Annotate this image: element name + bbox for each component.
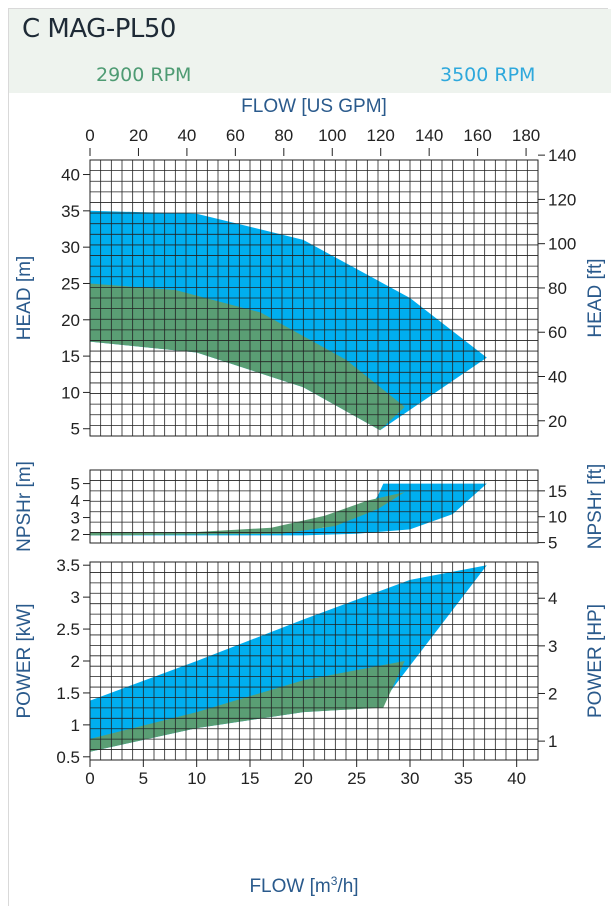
left-tick-label: 35 bbox=[61, 202, 80, 221]
y2-axis-label: POWER [HP] bbox=[585, 604, 606, 718]
top-tick-label: 180 bbox=[512, 126, 540, 145]
bottom-tick-label: 35 bbox=[454, 769, 473, 788]
bottom-tick-label: 25 bbox=[347, 769, 366, 788]
bottom-tick-label: 5 bbox=[139, 769, 148, 788]
left-tick-label: 30 bbox=[61, 238, 80, 257]
x-axis-label: FLOW [m3/h] bbox=[249, 874, 358, 897]
left-tick-label: 3.5 bbox=[56, 556, 80, 575]
header-band bbox=[9, 9, 611, 93]
top-tick-label: 0 bbox=[85, 126, 94, 145]
right-tick-label: 2 bbox=[548, 684, 557, 703]
bottom-tick-label: 20 bbox=[294, 769, 313, 788]
bottom-tick-label: 30 bbox=[401, 769, 420, 788]
left-tick-label: 5 bbox=[71, 475, 80, 494]
top-tick-label: 60 bbox=[226, 126, 245, 145]
panel-border bbox=[89, 469, 539, 544]
panel-power: 0.5 1 1.5 2 2.5 3 3.5 1 2 3 4 POWER [kW] POWER [HP] 0… bbox=[14, 556, 606, 897]
left-tick-label: 15 bbox=[61, 347, 80, 366]
speed-label-high: 3500 RPM bbox=[440, 64, 536, 86]
y-axis-label: HEAD [m] bbox=[14, 256, 35, 340]
y2-axis-label: NPSHr [ft] bbox=[585, 464, 606, 550]
area-npshr-low-speed bbox=[90, 492, 405, 536]
left-tick-label: 0.5 bbox=[56, 748, 80, 767]
left-tick-label: 40 bbox=[61, 166, 80, 185]
area-head-high-speed bbox=[90, 210, 487, 431]
left-tick-label: 4 bbox=[71, 492, 80, 511]
right-tick-label: 40 bbox=[548, 368, 567, 387]
left-tick-label: 1.5 bbox=[56, 684, 80, 703]
bottom-tick-label: 40 bbox=[507, 769, 526, 788]
left-tick-label: 20 bbox=[61, 311, 80, 330]
right-tick-label: 3 bbox=[548, 637, 557, 656]
left-tick-label: 2.5 bbox=[56, 620, 80, 639]
top-tick-label: 20 bbox=[129, 126, 148, 145]
right-tick-label: 4 bbox=[548, 589, 557, 608]
left-tick-label: 3 bbox=[71, 509, 80, 528]
y-axis-label: POWER [kW] bbox=[14, 603, 35, 718]
top-tick-label: 160 bbox=[463, 126, 491, 145]
right-tick-label: 60 bbox=[548, 323, 567, 342]
right-tick-label: 120 bbox=[548, 190, 576, 209]
speed-label-low: 2900 RPM bbox=[96, 64, 192, 86]
page-frame bbox=[8, 8, 608, 906]
right-tick-label: 20 bbox=[548, 412, 567, 431]
panel-head: 5 10 15 20 25 30 35 40 20 40 60 80 100 120 140 HEAD [m]… bbox=[14, 96, 606, 439]
bottom-tick-label: 15 bbox=[241, 769, 260, 788]
right-tick-label: 80 bbox=[548, 279, 567, 298]
right-tick-label: 15 bbox=[548, 482, 567, 501]
right-tick-label: 1 bbox=[548, 732, 557, 751]
top-tick-label: 120 bbox=[367, 126, 395, 145]
right-tick-label: 5 bbox=[548, 534, 557, 553]
area-power-high-speed bbox=[90, 565, 487, 752]
left-tick-label: 3 bbox=[71, 588, 80, 607]
right-tick-label: 140 bbox=[548, 146, 576, 165]
top-tick-label: 100 bbox=[318, 126, 346, 145]
left-tick-label: 5 bbox=[71, 420, 80, 439]
bottom-tick-label: 0 bbox=[85, 769, 94, 788]
y2-axis-label: HEAD [ft] bbox=[585, 258, 606, 337]
right-tick-label: 100 bbox=[548, 235, 576, 254]
left-tick-label: 25 bbox=[61, 274, 80, 293]
bottom-tick-label: 10 bbox=[187, 769, 206, 788]
top-tick-label: 40 bbox=[177, 126, 196, 145]
top-tick-label: 80 bbox=[274, 126, 293, 145]
panel-border bbox=[89, 159, 539, 437]
top-tick-label: 140 bbox=[415, 126, 443, 145]
left-tick-label: 1 bbox=[71, 716, 80, 735]
page-title: C MAG-PL50 bbox=[22, 14, 176, 44]
left-tick-label: 10 bbox=[61, 383, 80, 402]
left-tick-label: 2 bbox=[71, 526, 80, 545]
y-axis-label: NPSHr [m] bbox=[14, 461, 35, 552]
top-axis-label: FLOW [US GPM] bbox=[241, 96, 387, 117]
right-tick-label: 10 bbox=[548, 508, 567, 527]
left-tick-label: 2 bbox=[71, 652, 80, 671]
grid-head bbox=[89, 159, 539, 437]
